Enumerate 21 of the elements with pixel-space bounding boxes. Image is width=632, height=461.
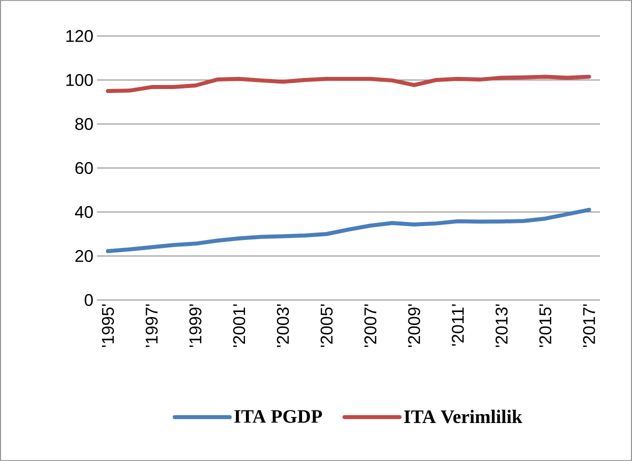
y-tick-label: 0	[84, 294, 93, 306]
x-tick-label: '2017'	[583, 304, 596, 347]
y-tick-label: 20	[75, 250, 93, 262]
y-tick-label: 40	[74, 206, 93, 218]
y-tick-label: 60	[75, 162, 93, 174]
x-tick-label: '2007'	[364, 304, 376, 347]
y-tick-label: 120	[66, 30, 93, 42]
x-tick-label: '1999'	[189, 304, 202, 347]
x-tick-label: '2003'	[276, 304, 289, 347]
x-tick-label: '2013'	[496, 304, 508, 347]
x-tick-label: '2009'	[408, 304, 420, 347]
x-tick-label: '2001'	[233, 304, 246, 347]
x-tick-label: '2011'	[452, 304, 464, 346]
x-tick-label: '2005'	[320, 304, 333, 347]
legend-label: ITA PGDP	[234, 410, 322, 423]
y-tick-label: 100	[66, 74, 93, 86]
y-tick-label: 80	[75, 118, 93, 130]
x-tick-label: '1995'	[102, 304, 114, 347]
x-tick-label: '2015'	[539, 304, 552, 347]
legend-label: ITA Verimlilik	[404, 410, 522, 424]
x-tick-label: '1997'	[146, 304, 158, 347]
